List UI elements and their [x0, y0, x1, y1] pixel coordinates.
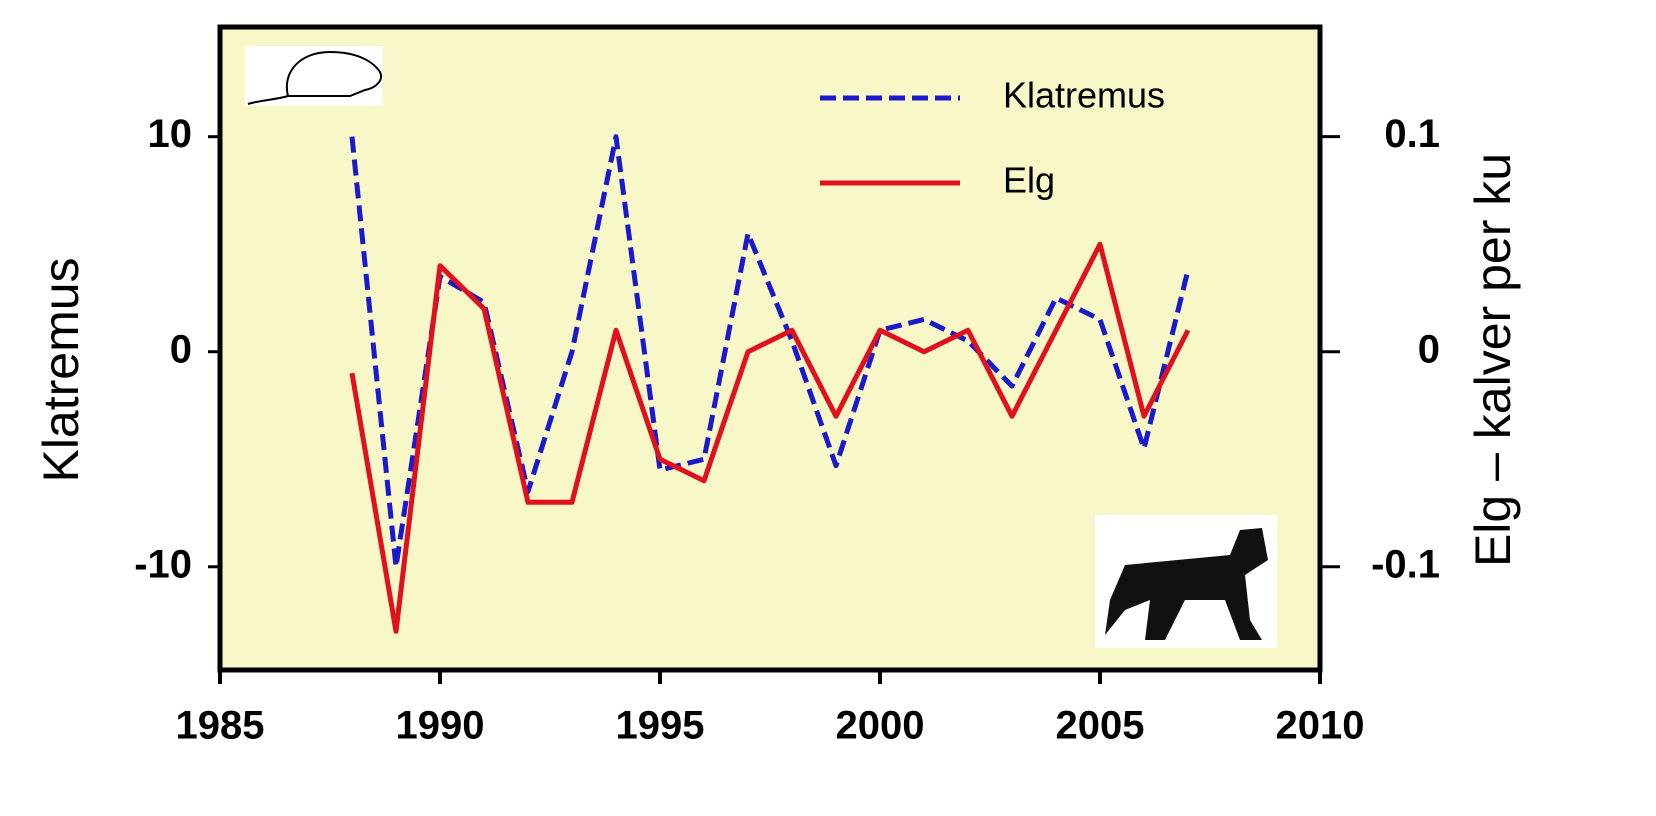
x-tick-label: 1985	[176, 704, 265, 748]
legend-label: Elg	[1003, 160, 1055, 201]
y2-tick-label: 0	[1418, 327, 1440, 371]
y-tick-label: -10	[134, 542, 192, 586]
y2-tick-label: 0.1	[1384, 112, 1440, 156]
y-tick-label: 0	[170, 327, 192, 371]
series-line	[349, 241, 1191, 634]
moose-icon	[1095, 515, 1277, 648]
x-tick-label: 1990	[396, 704, 485, 748]
x-tick-label: 2005	[1056, 704, 1145, 748]
y-axis-title: Klatremus	[33, 257, 89, 482]
plot-frame	[217, 24, 1323, 673]
y-tick-label: 10	[148, 112, 193, 156]
legend-label: Klatremus	[1003, 75, 1165, 116]
x-tick-label: 1995	[616, 704, 705, 748]
x-tick-label: 2010	[1276, 704, 1365, 748]
x-tick-label: 2000	[836, 704, 925, 748]
y2-axis-title: Elg – kalver per ku	[1465, 153, 1521, 567]
y2-tick-label: -0.1	[1371, 542, 1440, 586]
mouse-icon	[245, 46, 383, 106]
